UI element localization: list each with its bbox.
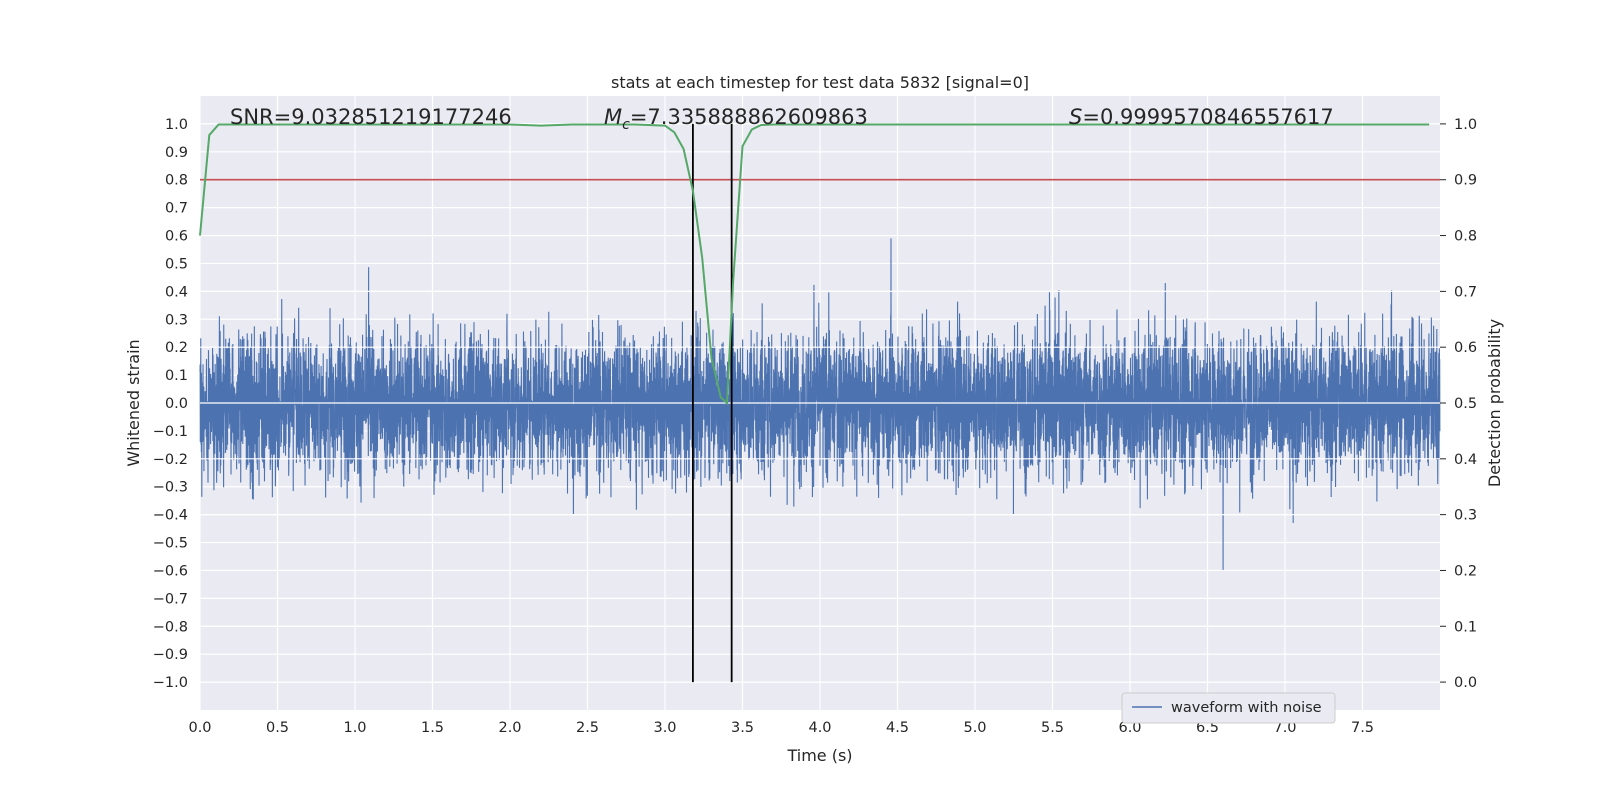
legend: waveform with noise bbox=[1121, 692, 1336, 724]
y-tick-label-10: 0.0 bbox=[165, 396, 188, 412]
y-tick-label-18: −0.8 bbox=[153, 619, 188, 635]
event-markers bbox=[692, 123, 733, 683]
legend-label: waveform with noise bbox=[1171, 700, 1322, 716]
x-tick-labels: 0.0 0.5 1.0 1.5 2.0 2.5 3.0 3.5 4.0 4.5 5.0 5.5 6.0 6… bbox=[188, 720, 1374, 736]
y-tick-label-7: 0.3 bbox=[165, 312, 188, 328]
waveform-with-noise-line bbox=[199, 238, 1441, 572]
x-tick-label-9: 4.5 bbox=[886, 720, 909, 736]
x-tick-label-1: 0.5 bbox=[266, 720, 289, 736]
y-right-tick-labels: 1.0 0.9 0.8 0.7 0.6 0.5 0.4 0.3 0.2 0.1 0.0 bbox=[1440, 117, 1477, 691]
y-tick-label-1: 0.9 bbox=[165, 145, 188, 161]
x-tick-label-4: 2.0 bbox=[498, 720, 521, 736]
y-tick-label-15: −0.5 bbox=[153, 536, 188, 552]
y-tick-label-8: 0.2 bbox=[165, 340, 188, 356]
x-tick-label-5: 2.5 bbox=[576, 720, 599, 736]
y-tick-labels: 1.0 0.9 0.8 0.7 0.6 0.5 0.4 0.3 0.2 0.1 0.0 −0.1 −0.… bbox=[153, 117, 188, 691]
probability-series bbox=[199, 123, 1430, 406]
y-right-tick-label-5: 0.5 bbox=[1454, 396, 1477, 412]
y-right-tick-label-0: 1.0 bbox=[1454, 117, 1477, 133]
x-tick-label-10: 5.0 bbox=[963, 720, 986, 736]
snr-annotation: SNR=9.032851219177246 bbox=[230, 105, 512, 129]
x-tick-label-2: 1.0 bbox=[343, 720, 366, 736]
score-symbol: S bbox=[1069, 105, 1082, 129]
y-tick-label-17: −0.7 bbox=[153, 591, 188, 607]
x-tick-label-0: 0.0 bbox=[188, 720, 211, 736]
x-tick-label-7: 3.5 bbox=[731, 720, 754, 736]
y-right-axis-label: Detection probability bbox=[1485, 319, 1504, 487]
y-tick-label-13: −0.3 bbox=[153, 480, 188, 496]
y-right-tick-label-3: 0.7 bbox=[1454, 284, 1477, 300]
x-tick-label-6: 3.0 bbox=[653, 720, 676, 736]
y-right-tick-label-8: 0.2 bbox=[1454, 563, 1477, 579]
y-right-tick-label-4: 0.6 bbox=[1454, 340, 1477, 356]
y-right-tick-label-7: 0.3 bbox=[1454, 508, 1477, 524]
waveform-series bbox=[199, 238, 1441, 572]
chirp-mass-annotation: Mc=7.335888862609863 bbox=[604, 105, 868, 133]
y-tick-label-20: −1.0 bbox=[153, 675, 188, 691]
y-tick-label-14: −0.4 bbox=[153, 508, 188, 524]
y-tick-label-12: −0.2 bbox=[153, 452, 188, 468]
x-tick-label-12: 6.0 bbox=[1118, 720, 1141, 736]
score-value: =0.9999570846557617 bbox=[1082, 105, 1333, 129]
x-tick-label-3: 1.5 bbox=[421, 720, 444, 736]
x-tick-label-15: 7.5 bbox=[1351, 720, 1374, 736]
chirp-mass-value: =7.335888862609863 bbox=[630, 105, 868, 129]
chirp-mass-symbol: M bbox=[604, 105, 622, 129]
x-tick-label-13: 6.5 bbox=[1196, 720, 1219, 736]
y-tick-label-19: −0.9 bbox=[153, 647, 188, 663]
y-tick-label-11: −0.1 bbox=[153, 424, 188, 440]
detection-probability-line bbox=[199, 123, 1430, 406]
y-tick-label-9: 0.1 bbox=[165, 368, 188, 384]
chirp-mass-subscript: c bbox=[622, 117, 630, 133]
y-tick-label-4: 0.6 bbox=[165, 229, 188, 245]
y-tick-label-6: 0.4 bbox=[165, 284, 188, 300]
score-annotation: S=0.9999570846557617 bbox=[1069, 105, 1334, 129]
x-axis-label: Time (s) bbox=[786, 746, 852, 765]
y-tick-label-0: 1.0 bbox=[165, 117, 188, 133]
y-tick-label-16: −0.6 bbox=[153, 563, 188, 579]
y-right-tick-label-1: 0.9 bbox=[1454, 173, 1477, 189]
y-right-tick-label-10: 0.0 bbox=[1454, 675, 1477, 691]
y-tick-label-2: 0.8 bbox=[165, 173, 188, 189]
chart-title: stats at each timestep for test data 583… bbox=[611, 73, 1029, 92]
y-tick-label-5: 0.5 bbox=[165, 256, 188, 272]
x-tick-label-8: 4.0 bbox=[808, 720, 831, 736]
y-right-tick-label-2: 0.8 bbox=[1454, 229, 1477, 245]
x-tick-label-14: 7.0 bbox=[1273, 720, 1296, 736]
x-tick-label-11: 5.5 bbox=[1041, 720, 1064, 736]
legend-box bbox=[1121, 692, 1336, 724]
y-right-tick-label-6: 0.4 bbox=[1454, 452, 1477, 468]
y-right-tick-label-9: 0.1 bbox=[1454, 619, 1477, 635]
y-axis-label: Whitened strain bbox=[124, 339, 143, 466]
y-tick-label-3: 0.7 bbox=[165, 201, 188, 217]
